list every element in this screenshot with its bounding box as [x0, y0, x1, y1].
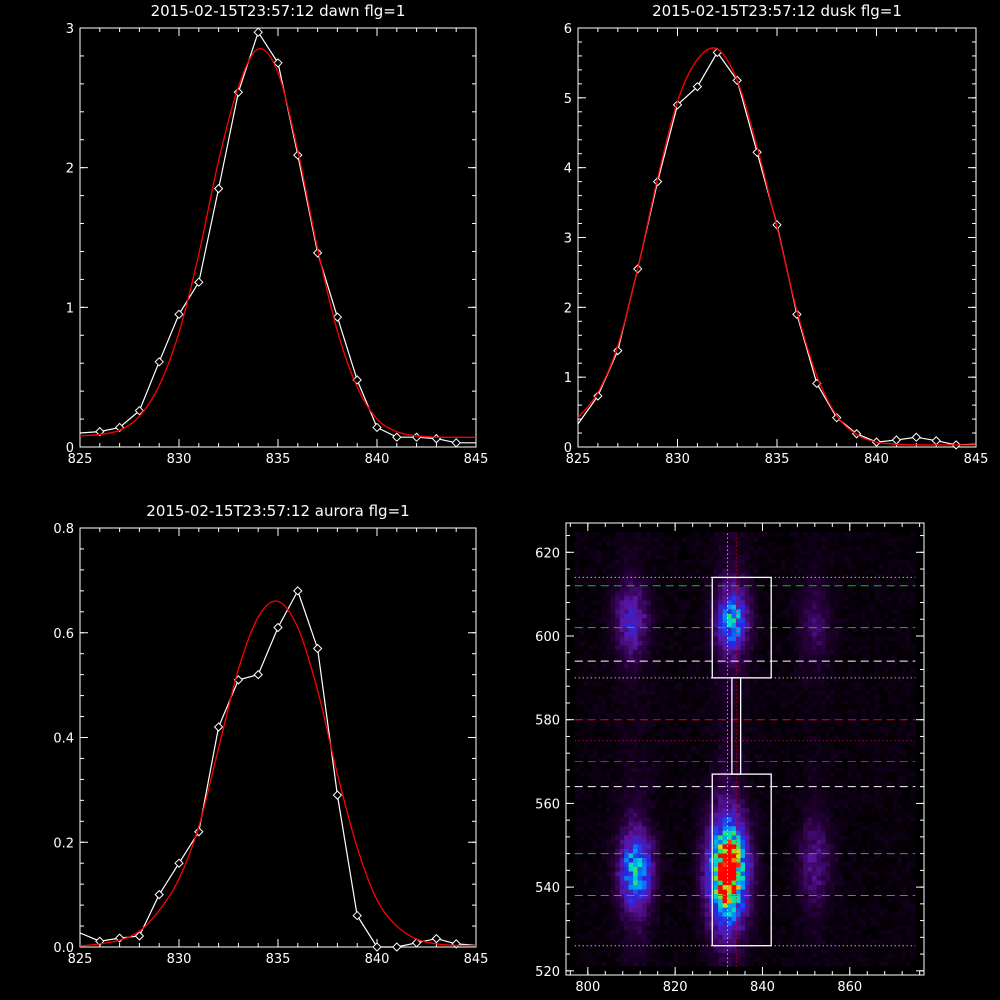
data-point — [431, 433, 442, 444]
y-tick-label: 2 — [564, 301, 572, 316]
x-tick-label: 835 — [765, 452, 790, 467]
x-tick-label: 845 — [464, 452, 489, 467]
data-point — [134, 405, 145, 416]
y-tick-label: 0.0 — [53, 941, 74, 956]
data-line — [577, 51, 977, 446]
data-point — [431, 933, 442, 944]
connector-box — [731, 677, 742, 775]
x-tick-label: 840 — [750, 980, 775, 995]
panel-3: 800 820 840 860 520 540 560 580 600 620 — [535, 522, 925, 995]
x-tick-label: 840 — [864, 452, 889, 467]
data-point — [692, 81, 703, 92]
x-tick-label: 830 — [167, 452, 192, 467]
data-point — [174, 309, 184, 320]
dawn-title: 2015-02-15T23:57:12 dawn flg=1 — [150, 2, 406, 20]
y-tick-label: 560 — [535, 797, 560, 812]
y-tick-label: 4 — [564, 162, 572, 177]
x-tick-label: 840 — [365, 952, 390, 967]
x-tick-label: 860 — [837, 980, 862, 995]
data-point — [312, 643, 323, 654]
fit-curve — [79, 47, 476, 438]
data-point — [411, 938, 422, 948]
data-line — [79, 30, 476, 444]
y-tick-label: 5 — [564, 92, 572, 107]
data-point — [174, 858, 184, 868]
axes-frame — [79, 527, 477, 948]
y-tick-label: 0.2 — [53, 836, 74, 851]
x-tick-label: 820 — [663, 980, 688, 995]
x-tick-label: 835 — [266, 452, 291, 467]
x-tick-label: 825 — [566, 452, 591, 467]
y-tick-label: 580 — [535, 714, 560, 729]
x-tick-label: 830 — [167, 952, 192, 967]
dusk-title: 2015-02-15T23:57:12 dusk flg=1 — [652, 2, 902, 20]
data-point — [372, 942, 382, 952]
data-point — [411, 432, 422, 442]
y-tick-label: 540 — [535, 881, 560, 896]
data-point — [831, 412, 842, 423]
selection-box-1 — [711, 576, 772, 679]
y-tick-label: 1 — [564, 371, 572, 386]
data-point — [154, 357, 164, 367]
selection-box-0 — [711, 773, 772, 947]
data-point — [312, 248, 323, 258]
data-point — [451, 438, 461, 448]
y-tick-label: 1 — [66, 301, 74, 316]
y-tick-label: 2 — [66, 162, 74, 177]
data-point — [392, 432, 402, 442]
panel-1: 825 830 835 840 845 0 1 2 3 4 5 6 — [564, 22, 989, 467]
y-tick-label: 3 — [66, 22, 74, 37]
data-point — [593, 391, 603, 401]
y-tick-label: 0 — [66, 441, 74, 456]
aurora-title: 2015-02-15T23:57:12 aurora flg=1 — [146, 502, 410, 520]
data-point — [194, 277, 204, 287]
y-tick-label: 0.4 — [53, 732, 74, 747]
x-tick-label: 835 — [266, 952, 291, 967]
data-point — [891, 435, 902, 445]
data-point — [293, 586, 303, 596]
data-point — [392, 942, 402, 952]
data-point — [332, 790, 343, 800]
y-tick-label: 600 — [535, 630, 560, 645]
x-tick-label: 840 — [365, 452, 390, 467]
data-point — [911, 432, 922, 442]
heatmap-cells — [574, 532, 916, 967]
data-point — [213, 722, 224, 732]
fit-curve — [577, 47, 976, 446]
data-point — [253, 669, 263, 680]
y-tick-label: 520 — [535, 965, 560, 980]
data-line — [79, 589, 477, 948]
y-tick-label: 6 — [564, 22, 572, 37]
y-tick-label: 0.6 — [53, 627, 74, 642]
x-tick-label: 845 — [964, 452, 989, 467]
panel-2: 825 830 835 840 845 0.0 0.2 0.4 0.6 0.8 — [53, 522, 488, 967]
x-tick-label: 825 — [68, 952, 93, 967]
data-point — [134, 931, 145, 941]
axes-frame — [79, 27, 477, 448]
data-point — [372, 422, 382, 433]
panel-0: 825 830 835 840 845 0 1 2 3 — [66, 22, 489, 467]
x-tick-label: 825 — [68, 452, 93, 467]
y-tick-label: 620 — [535, 546, 560, 561]
data-point — [652, 176, 663, 187]
data-point — [253, 27, 263, 37]
data-point — [931, 436, 941, 446]
y-tick-label: 0.8 — [53, 522, 74, 537]
data-point — [154, 889, 164, 900]
data-point — [213, 183, 224, 194]
x-tick-label: 800 — [575, 980, 600, 995]
y-tick-label: 0 — [564, 441, 572, 456]
data-point — [273, 58, 283, 68]
axes-frame — [577, 27, 977, 448]
x-tick-label: 830 — [665, 452, 690, 467]
fit-curve — [79, 600, 477, 947]
data-point — [332, 312, 343, 322]
data-point — [273, 622, 283, 633]
x-tick-label: 845 — [464, 952, 489, 967]
y-tick-label: 3 — [564, 232, 572, 247]
data-point — [352, 910, 362, 921]
